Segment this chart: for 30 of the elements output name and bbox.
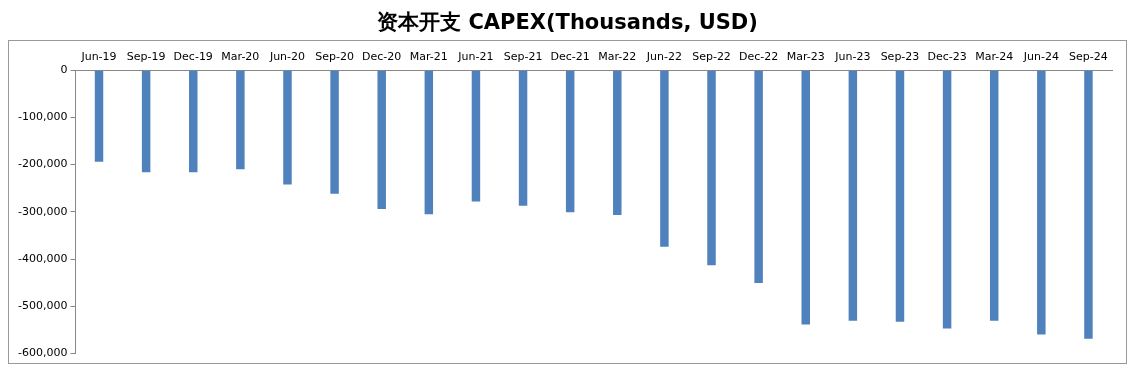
x-tick-label: Dec-21	[550, 50, 590, 64]
x-tick-label: Dec-20	[362, 50, 402, 64]
x-tick-label: Sep-21	[503, 50, 543, 64]
y-tick-label: -600,000	[17, 346, 68, 360]
x-tick-label: Sep-24	[1069, 50, 1108, 64]
y-tick-label: 0	[60, 63, 68, 77]
x-tick-label: Jun-21	[457, 50, 494, 64]
x-tick-label: Jun-24	[1022, 50, 1059, 64]
x-tick-label: Jun-20	[268, 50, 306, 64]
x-tick-label: Mar-21	[409, 50, 448, 64]
x-tick-label: Dec-23	[927, 50, 967, 64]
y-tick-label: -400,000	[17, 251, 68, 265]
y-tick-label: -100,000	[17, 110, 68, 124]
x-tick-label: Sep-20	[315, 50, 354, 64]
x-tick-label: Dec-22	[739, 50, 779, 64]
y-tick-label: -200,000	[17, 157, 68, 171]
x-tick-label: Sep-23	[880, 50, 920, 64]
y-tick-label: -500,000	[17, 299, 68, 313]
x-tick-label: Mar-24	[975, 50, 1014, 64]
x-tick-label: Jun-19	[80, 50, 117, 64]
x-tick-label: Mar-22	[598, 50, 637, 64]
y-tick-label: -300,000	[17, 204, 68, 218]
x-tick-label: Sep-22	[692, 50, 731, 64]
x-tick-label: Jun-22	[645, 50, 682, 64]
x-tick-label: Sep-19	[126, 50, 166, 64]
x-tick-label: Mar-23	[786, 50, 825, 64]
chart-title: 资本开支 CAPEX(Thousands, USD)	[376, 9, 759, 36]
x-tick-label: Dec-19	[173, 50, 213, 64]
x-tick-label: Jun-23	[834, 50, 871, 64]
x-tick-label: Mar-20	[221, 50, 260, 64]
